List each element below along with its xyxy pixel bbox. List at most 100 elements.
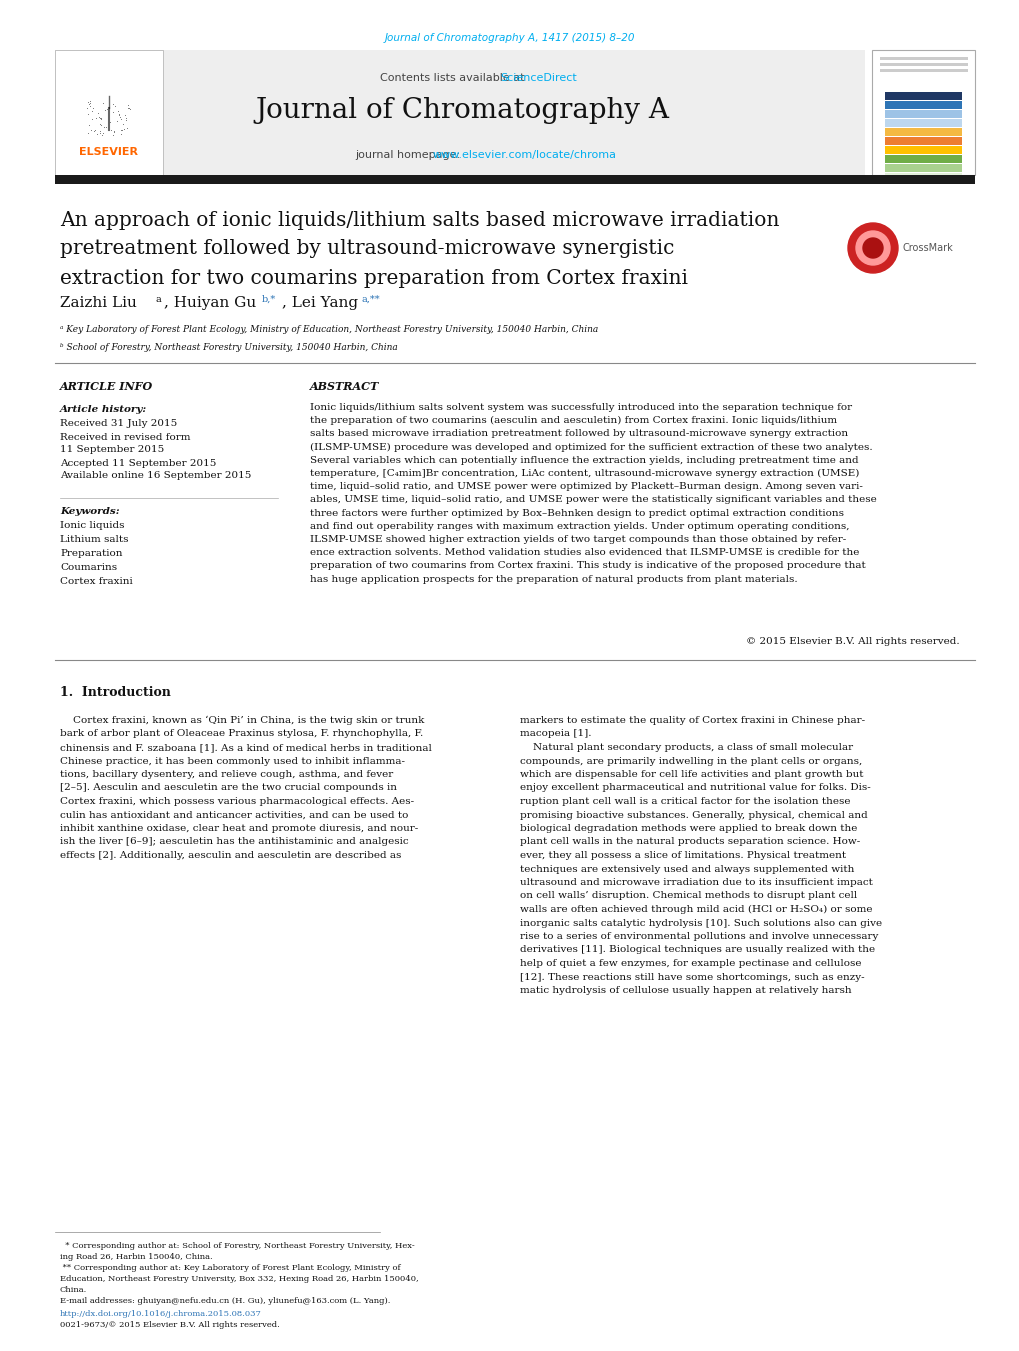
Text: * Corresponding author at: School of Forestry, Northeast Forestry University, He: * Corresponding author at: School of For…: [60, 1242, 415, 1250]
Text: Cortex fraxini, which possess various pharmacological effects. Aes-: Cortex fraxini, which possess various ph…: [60, 797, 414, 807]
Text: Article history:: Article history:: [60, 405, 147, 415]
Text: matic hydrolysis of cellulose usually happen at relatively harsh: matic hydrolysis of cellulose usually ha…: [520, 986, 851, 994]
Text: ruption plant cell wall is a critical factor for the isolation these: ruption plant cell wall is a critical fa…: [520, 797, 850, 807]
Text: CrossMark: CrossMark: [902, 243, 953, 253]
Text: and find out operability ranges with maximum extraction yields. Under optimum op: and find out operability ranges with max…: [310, 521, 849, 531]
Circle shape: [855, 231, 890, 265]
Bar: [884, 163, 961, 172]
Text: ** Corresponding author at: Key Laboratory of Forest Plant Ecology, Ministry of: ** Corresponding author at: Key Laborato…: [60, 1265, 400, 1273]
Text: time, liquid–solid ratio, and UMSE power were optimized by Plackett–Burman desig: time, liquid–solid ratio, and UMSE power…: [310, 482, 862, 492]
Text: help of quiet a few enzymes, for example pectinase and cellulose: help of quiet a few enzymes, for example…: [520, 959, 861, 969]
Bar: [55, 50, 864, 176]
Text: Ionic liquids: Ionic liquids: [60, 521, 124, 531]
Text: Cortex fraxini, known as ‘Qin Pi’ in China, is the twig skin or trunk: Cortex fraxini, known as ‘Qin Pi’ in Chi…: [60, 716, 424, 725]
Text: Received 31 July 2015: Received 31 July 2015: [60, 420, 177, 428]
Text: Chinese practice, it has been commonly used to inhibit inflamma-: Chinese practice, it has been commonly u…: [60, 757, 405, 766]
Text: Contents lists available at: Contents lists available at: [380, 73, 528, 82]
Bar: [884, 101, 961, 109]
Text: ELSEVIER: ELSEVIER: [79, 147, 139, 157]
Text: temperature, [C₄mim]Br concentration, LiAc content, ultrasound-microwave synergy: temperature, [C₄mim]Br concentration, Li…: [310, 469, 859, 478]
Text: extraction for two coumarins preparation from Cortex fraxini: extraction for two coumarins preparation…: [60, 269, 688, 288]
Bar: [884, 136, 961, 145]
Text: three factors were further optimized by Box–Behnken design to predict optimal ex: three factors were further optimized by …: [310, 508, 843, 517]
Text: rise to a series of environmental pollutions and involve unnecessary: rise to a series of environmental pollut…: [520, 932, 877, 942]
Bar: [884, 128, 961, 136]
Bar: [55, 50, 163, 176]
Text: , Huiyan Gu: , Huiyan Gu: [164, 296, 256, 309]
Text: effects [2]. Additionally, aesculin and aesculetin are described as: effects [2]. Additionally, aesculin and …: [60, 851, 401, 861]
Circle shape: [862, 238, 882, 258]
Text: Keywords:: Keywords:: [60, 507, 119, 516]
Bar: [879, 57, 967, 59]
Text: the preparation of two coumarins (aesculin and aesculetin) from Cortex fraxini. : the preparation of two coumarins (aescul…: [310, 416, 837, 426]
Text: , Lei Yang: , Lei Yang: [281, 296, 358, 309]
Text: ish the liver [6–9]; aesculetin has the antihistaminic and analgesic: ish the liver [6–9]; aesculetin has the …: [60, 838, 409, 847]
Bar: [884, 119, 961, 127]
Text: [2–5]. Aesculin and aesculetin are the two crucial compounds in: [2–5]. Aesculin and aesculetin are the t…: [60, 784, 396, 793]
Text: techniques are extensively used and always supplemented with: techniques are extensively used and alwa…: [520, 865, 854, 874]
Text: ᵇ School of Forestry, Northeast Forestry University, 150040 Harbin, China: ᵇ School of Forestry, Northeast Forestry…: [60, 343, 397, 351]
Bar: [884, 109, 961, 118]
Text: bark of arbor plant of Oleaceae Praxinus stylosa, F. rhynchophylla, F.: bark of arbor plant of Oleaceae Praxinus…: [60, 730, 423, 739]
Text: plant cell walls in the natural products separation science. How-: plant cell walls in the natural products…: [520, 838, 859, 847]
Text: ScienceDirect: ScienceDirect: [500, 73, 577, 82]
Text: ABSTRACT: ABSTRACT: [310, 381, 379, 393]
Text: inorganic salts catalytic hydrolysis [10]. Such solutions also can give: inorganic salts catalytic hydrolysis [10…: [520, 919, 881, 928]
Text: ence extraction solvents. Method validation studies also evidenced that ILSMP-UM: ence extraction solvents. Method validat…: [310, 549, 859, 557]
Text: ing Road 26, Harbin 150040, China.: ing Road 26, Harbin 150040, China.: [60, 1252, 212, 1260]
Text: culin has antioxidant and anticancer activities, and can be used to: culin has antioxidant and anticancer act…: [60, 811, 408, 820]
Text: An approach of ionic liquids/lithium salts based microwave irradiation: An approach of ionic liquids/lithium sal…: [60, 211, 779, 230]
Text: ables, UMSE time, liquid–solid ratio, and UMSE power were the statistically sign: ables, UMSE time, liquid–solid ratio, an…: [310, 496, 876, 504]
Text: 0021-9673/© 2015 Elsevier B.V. All rights reserved.: 0021-9673/© 2015 Elsevier B.V. All right…: [60, 1321, 279, 1329]
Bar: [884, 92, 961, 100]
Text: Available online 16 September 2015: Available online 16 September 2015: [60, 471, 251, 481]
Text: Accepted 11 September 2015: Accepted 11 September 2015: [60, 458, 216, 467]
Text: on cell walls’ disruption. Chemical methods to disrupt plant cell: on cell walls’ disruption. Chemical meth…: [520, 892, 856, 901]
Text: promising bioactive substances. Generally, physical, chemical and: promising bioactive substances. Generall…: [520, 811, 867, 820]
Text: ever, they all possess a slice of limitations. Physical treatment: ever, they all possess a slice of limita…: [520, 851, 846, 861]
Text: a: a: [156, 295, 162, 304]
Text: biological degradation methods were applied to break down the: biological degradation methods were appl…: [520, 824, 857, 834]
Bar: [884, 173, 961, 181]
Text: a,**: a,**: [362, 295, 380, 304]
Bar: [884, 146, 961, 154]
Text: [12]. These reactions still have some shortcomings, such as enzy-: [12]. These reactions still have some sh…: [520, 973, 864, 981]
Text: inhibit xanthine oxidase, clear heat and promote diuresis, and nour-: inhibit xanthine oxidase, clear heat and…: [60, 824, 418, 834]
Text: Ionic liquids/lithium salts solvent system was successfully introduced into the : Ionic liquids/lithium salts solvent syst…: [310, 403, 851, 412]
Text: tions, bacillary dysentery, and relieve cough, asthma, and fever: tions, bacillary dysentery, and relieve …: [60, 770, 393, 780]
Text: walls are often achieved through mild acid (HCl or H₂SO₄) or some: walls are often achieved through mild ac…: [520, 905, 871, 915]
Text: Cortex fraxini: Cortex fraxini: [60, 577, 132, 586]
Text: Education, Northeast Forestry University, Box 332, Hexing Road 26, Harbin 150040: Education, Northeast Forestry University…: [60, 1275, 418, 1283]
Text: Coumarins: Coumarins: [60, 563, 117, 573]
Text: ᵃ Key Laboratory of Forest Plant Ecology, Ministry of Education, Northeast Fores: ᵃ Key Laboratory of Forest Plant Ecology…: [60, 326, 598, 335]
Text: ultrasound and microwave irradiation due to its insufficient impact: ultrasound and microwave irradiation due…: [520, 878, 872, 888]
Circle shape: [847, 223, 897, 273]
Text: markers to estimate the quality of Cortex fraxini in Chinese phar-: markers to estimate the quality of Corte…: [520, 716, 864, 725]
Text: (ILSMP-UMSE) procedure was developed and optimized for the sufficient extraction: (ILSMP-UMSE) procedure was developed and…: [310, 443, 872, 451]
Text: preparation of two coumarins from Cortex fraxini. This study is indicative of th: preparation of two coumarins from Cortex…: [310, 562, 865, 570]
Text: ILSMP-UMSE showed higher extraction yields of two target compounds than those ob: ILSMP-UMSE showed higher extraction yiel…: [310, 535, 846, 544]
Text: derivatives [11]. Biological techniques are usually realized with the: derivatives [11]. Biological techniques …: [520, 946, 874, 955]
Text: b,*: b,*: [262, 295, 276, 304]
Text: Preparation: Preparation: [60, 550, 122, 558]
Bar: [879, 63, 967, 66]
Text: has huge application prospects for the preparation of natural products from plan: has huge application prospects for the p…: [310, 574, 797, 584]
Text: China.: China.: [60, 1286, 88, 1294]
Text: E-mail addresses: ghuiyan@nefu.edu.cn (H. Gu), yliunefu@163.com (L. Yang).: E-mail addresses: ghuiyan@nefu.edu.cn (H…: [60, 1297, 390, 1305]
Text: ARTICLE INFO: ARTICLE INFO: [60, 381, 153, 393]
Text: www.elsevier.com/locate/chroma: www.elsevier.com/locate/chroma: [432, 150, 615, 159]
Text: enjoy excellent pharmaceutical and nutritional value for folks. Dis-: enjoy excellent pharmaceutical and nutri…: [520, 784, 870, 793]
Text: Journal of Chromatography A: Journal of Chromatography A: [255, 96, 668, 123]
Text: compounds, are primarily indwelling in the plant cells or organs,: compounds, are primarily indwelling in t…: [520, 757, 861, 766]
Text: © 2015 Elsevier B.V. All rights reserved.: © 2015 Elsevier B.V. All rights reserved…: [746, 638, 959, 647]
Text: http://dx.doi.org/10.1016/j.chroma.2015.08.037: http://dx.doi.org/10.1016/j.chroma.2015.…: [60, 1310, 262, 1319]
Bar: [879, 69, 967, 72]
Text: Zaizhi Liu: Zaizhi Liu: [60, 296, 137, 309]
Text: Natural plant secondary products, a class of small molecular: Natural plant secondary products, a clas…: [520, 743, 852, 753]
Text: pretreatment followed by ultrasound-microwave synergistic: pretreatment followed by ultrasound-micr…: [60, 239, 674, 258]
Bar: [884, 155, 961, 163]
Text: Received in revised form: Received in revised form: [60, 432, 191, 442]
Text: 11 September 2015: 11 September 2015: [60, 446, 164, 454]
Text: journal homepage:: journal homepage:: [355, 150, 464, 159]
Text: 1.  Introduction: 1. Introduction: [60, 686, 171, 700]
